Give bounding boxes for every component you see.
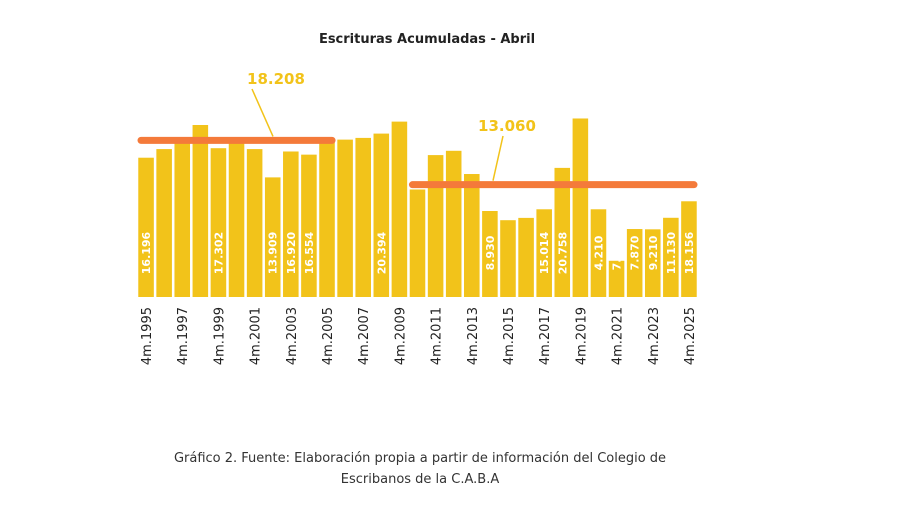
- tick-label-4m.1995: 4m.1995: [140, 307, 155, 365]
- bar-4m.2009: [391, 121, 408, 297]
- data-label-4m.2003: 16.920: [285, 231, 298, 274]
- x-axis-ticks: 4m.1995 4m.1997 4m.1999 4m.2001 4m.2003 4m.20…: [140, 307, 698, 365]
- tick-label-4m.2021: 4m.2021: [611, 307, 626, 365]
- bar-4m.2017: [536, 209, 552, 297]
- bar-4m.2019: [572, 118, 589, 297]
- tick-label-4m.2017: 4m.2017: [538, 307, 553, 365]
- bar-4m.2011: [427, 155, 444, 297]
- data-label-4m.2004: 16.554: [303, 231, 316, 274]
- bar-4m.2024: [663, 217, 679, 297]
- bars-group: 16.196 17.302 13.909 16.920 16.554 20.394 8.93…: [138, 118, 697, 297]
- bar-4m.2003: [283, 151, 299, 297]
- bar-4m.2000: [228, 141, 245, 297]
- bar-4m.2025: [681, 201, 697, 297]
- data-label-4m.2018: 20.758: [556, 232, 569, 274]
- data-label-4m.2021: 7.904: [611, 235, 624, 270]
- bar-4m.2004: [301, 154, 317, 297]
- bar-4m.1998: [192, 125, 209, 297]
- bar-4m.1995: [138, 157, 154, 297]
- bar-4m.2007: [355, 137, 371, 297]
- bar-4m.2018: [554, 167, 571, 297]
- data-label-4m.2024: 11.130: [665, 231, 678, 274]
- bar-4m.2002: [264, 177, 281, 297]
- average-label-2: 13.060: [478, 117, 536, 135]
- tick-label-4m.2025: 4m.2025: [683, 307, 698, 365]
- bar-4m.2015: [500, 220, 516, 297]
- tick-label-4m.2009: 4m.2009: [393, 307, 408, 365]
- tick-label-4m.2019: 4m.2019: [574, 307, 589, 365]
- bar-4m.1999: [210, 148, 227, 297]
- tick-label-4m.2013: 4m.2013: [466, 307, 481, 365]
- data-label-4m.2022: 7.870: [629, 235, 642, 270]
- data-label-4m.2025: 18.156: [683, 231, 696, 274]
- data-label-4m.1995: 16.196: [140, 231, 153, 274]
- bar-4m.2016: [518, 217, 534, 297]
- average-leader-2: [492, 135, 504, 181]
- bar-4m.2022: [626, 229, 643, 297]
- bar-4m.2006: [337, 139, 353, 297]
- caption-line-1: Gráfico 2. Fuente: Elaboración propia a …: [173, 451, 667, 466]
- average-label-1: 18.208: [247, 70, 305, 88]
- bar-4m.1997: [174, 139, 191, 297]
- tick-label-4m.2003: 4m.2003: [285, 307, 300, 365]
- data-label-4m.2023: 9.210: [647, 235, 660, 270]
- bar-4m.2020: [590, 209, 607, 297]
- data-label-4m.1999: 17.302: [212, 232, 225, 274]
- data-label-4m.2017: 15.014: [538, 231, 551, 274]
- bar-chart: Escrituras Acumuladas - Abril 16.196 17.3…: [137, 32, 698, 365]
- chart-title: Escrituras Acumuladas - Abril: [319, 32, 535, 47]
- data-label-4m.2008: 20.394: [375, 231, 388, 274]
- tick-label-4m.2015: 4m.2015: [502, 307, 517, 365]
- tick-label-4m.2007: 4m.2007: [357, 307, 372, 365]
- tick-label-4m.2005: 4m.2005: [321, 307, 336, 365]
- caption-line-2: Escribanos de la C.A.B.A: [340, 472, 500, 487]
- bar-4m.2001: [246, 149, 263, 297]
- bar-4m.2014: [482, 211, 498, 297]
- bar-4m.2005: [319, 138, 335, 297]
- bar-4m.2012: [445, 150, 462, 297]
- tick-label-4m.1997: 4m.1997: [176, 307, 191, 365]
- average-lines-group: 18.208 13.060: [137, 70, 698, 189]
- tick-label-4m.2001: 4m.2001: [249, 307, 264, 365]
- data-label-4m.2014: 8.930: [484, 235, 497, 270]
- figure-caption: Gráfico 2. Fuente: Elaboración propia a …: [130, 448, 710, 490]
- bar-4m.1996: [156, 149, 172, 297]
- data-label-4m.2020: 4.210: [592, 235, 605, 270]
- tick-label-4m.2023: 4m.2023: [647, 307, 662, 365]
- tick-label-4m.1999: 4m.1999: [212, 307, 227, 365]
- average-leader-1: [251, 88, 274, 137]
- data-label-4m.2002: 13.909: [267, 232, 280, 274]
- bar-4m.2010: [409, 189, 426, 297]
- bar-4m.2023: [644, 229, 661, 297]
- tick-label-4m.2011: 4m.2011: [430, 307, 445, 365]
- bar-4m.2008: [373, 133, 390, 297]
- bar-4m.2021: [608, 260, 625, 297]
- bar-4m.2013: [464, 174, 480, 297]
